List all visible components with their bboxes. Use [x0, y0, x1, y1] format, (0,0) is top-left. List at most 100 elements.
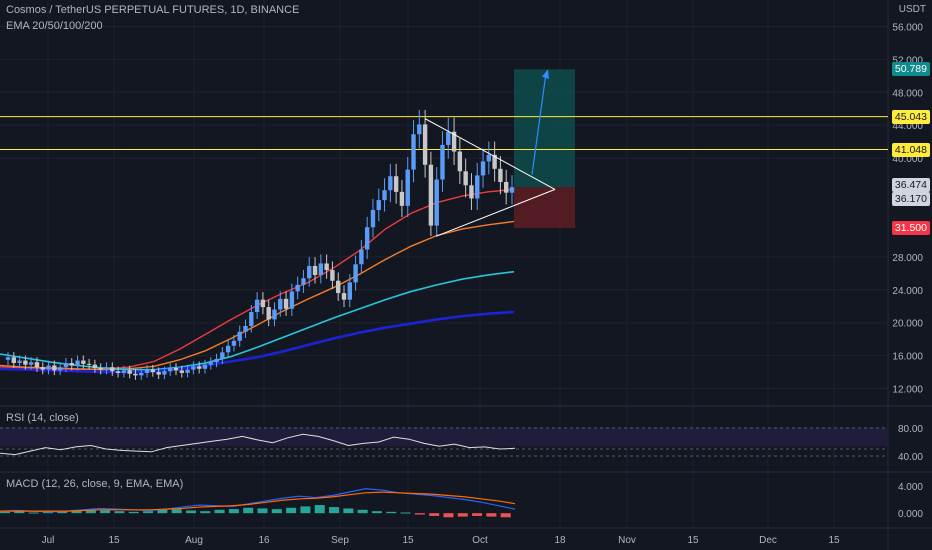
- macd-bar: [271, 509, 282, 514]
- candle-body: [98, 367, 103, 370]
- candle-body: [295, 284, 300, 292]
- ema50-line: [0, 220, 515, 371]
- candle-body: [393, 176, 399, 192]
- candle-body: [440, 144, 445, 180]
- macd-bar: [100, 510, 111, 514]
- x-axis-tick: Jul: [42, 535, 55, 546]
- macd-bar: [42, 511, 53, 514]
- candle-body: [23, 360, 28, 365]
- candle-body: [40, 367, 45, 370]
- macd-bar: [386, 511, 397, 514]
- triangle-lower: [435, 188, 556, 237]
- macd-bar: [85, 509, 96, 514]
- macd-bar: [486, 513, 497, 517]
- arrow-head: [542, 69, 549, 80]
- candle-body: [237, 331, 242, 341]
- candle-body: [364, 227, 370, 250]
- candle-body: [399, 191, 405, 206]
- candle-body: [191, 366, 196, 370]
- candle-body: [220, 352, 225, 359]
- ema-indicator-label[interactable]: EMA 20/50/100/200: [6, 20, 103, 32]
- x-axis-tick: 15: [687, 535, 699, 546]
- candle-body: [144, 369, 150, 373]
- candle-body: [278, 298, 283, 310]
- candle-body: [11, 357, 16, 364]
- candle-body: [422, 124, 428, 165]
- x-axis-tick: 18: [554, 535, 566, 546]
- macd-bar: [500, 513, 511, 518]
- candle-body: [46, 365, 51, 370]
- candle-body: [156, 372, 161, 375]
- macd-bar: [286, 507, 297, 514]
- candle-body: [249, 312, 254, 326]
- macd-bar: [128, 511, 139, 514]
- candle-body: [5, 357, 11, 360]
- candle-body: [75, 360, 80, 366]
- y-axis-tick: 44.000: [892, 121, 923, 132]
- candle-body: [208, 362, 213, 365]
- candle-body: [260, 299, 266, 308]
- candle-body: [457, 151, 463, 172]
- macd-bar: [343, 508, 354, 514]
- candle-body: [127, 370, 132, 374]
- price-tag: 41.048: [891, 142, 930, 157]
- macd-bar: [200, 511, 211, 514]
- candle-body: [498, 168, 503, 182]
- macd-bar: [171, 509, 182, 514]
- candle-body: [475, 175, 480, 199]
- macd-line: [0, 488, 516, 513]
- target-zone: [514, 69, 575, 188]
- candle-body: [480, 161, 486, 176]
- candle-body: [353, 264, 358, 283]
- macd-bar: [314, 505, 325, 514]
- candle-body: [173, 367, 179, 371]
- candle-body: [17, 360, 22, 364]
- macd-bar: [414, 513, 425, 515]
- y-axis-tick: 16.000: [892, 352, 923, 363]
- rsi-label[interactable]: RSI (14, close): [6, 412, 79, 424]
- candle-body: [417, 124, 422, 135]
- macd-bar: [157, 509, 168, 514]
- candle-body: [486, 154, 492, 162]
- candle-body: [324, 263, 329, 271]
- y-axis-tick: 40.000: [892, 154, 923, 165]
- rsi-line: [0, 433, 516, 456]
- y-axis-tick: 56.000: [892, 22, 923, 33]
- candle-body: [312, 265, 318, 275]
- macd-bar: [400, 512, 411, 514]
- x-axis-tick: 15: [108, 535, 120, 546]
- x-axis-tick: Dec: [759, 535, 777, 546]
- macd-bar: [185, 510, 196, 514]
- macd-bar: [457, 513, 468, 517]
- ema200-line: [0, 310, 515, 374]
- candle-body: [341, 293, 347, 300]
- macd-label[interactable]: MACD (12, 26, close, 9, EMA, EMA): [6, 478, 184, 490]
- candle-body: [405, 169, 410, 206]
- candle-body: [509, 187, 515, 193]
- macd-bar: [443, 513, 454, 518]
- macd-bar: [0, 511, 11, 514]
- candle-body: [463, 171, 468, 186]
- price-tag: 36.474: [891, 178, 930, 193]
- y-axis-tick: 24.000: [892, 286, 923, 297]
- price-tag: 45.043: [891, 109, 930, 124]
- y-axis-tick: 52.000: [892, 55, 923, 66]
- candle-body: [52, 365, 57, 371]
- candle-body: [139, 372, 144, 376]
- candle-body: [370, 209, 376, 228]
- candle-body: [92, 364, 98, 368]
- macd-bar: [371, 511, 382, 514]
- candle-body: [301, 278, 306, 285]
- candle-body: [272, 309, 277, 320]
- x-axis-tick: 16: [258, 535, 270, 546]
- y-axis-tick: 20.000: [892, 319, 923, 330]
- candle-body: [185, 369, 190, 373]
- target-arrow: [531, 73, 547, 175]
- macd-bar: [243, 507, 254, 514]
- candle-body: [382, 190, 387, 201]
- ema100-line: [0, 270, 515, 371]
- macd-bar: [429, 513, 440, 516]
- candle-body: [359, 249, 364, 265]
- candle-body: [307, 265, 312, 279]
